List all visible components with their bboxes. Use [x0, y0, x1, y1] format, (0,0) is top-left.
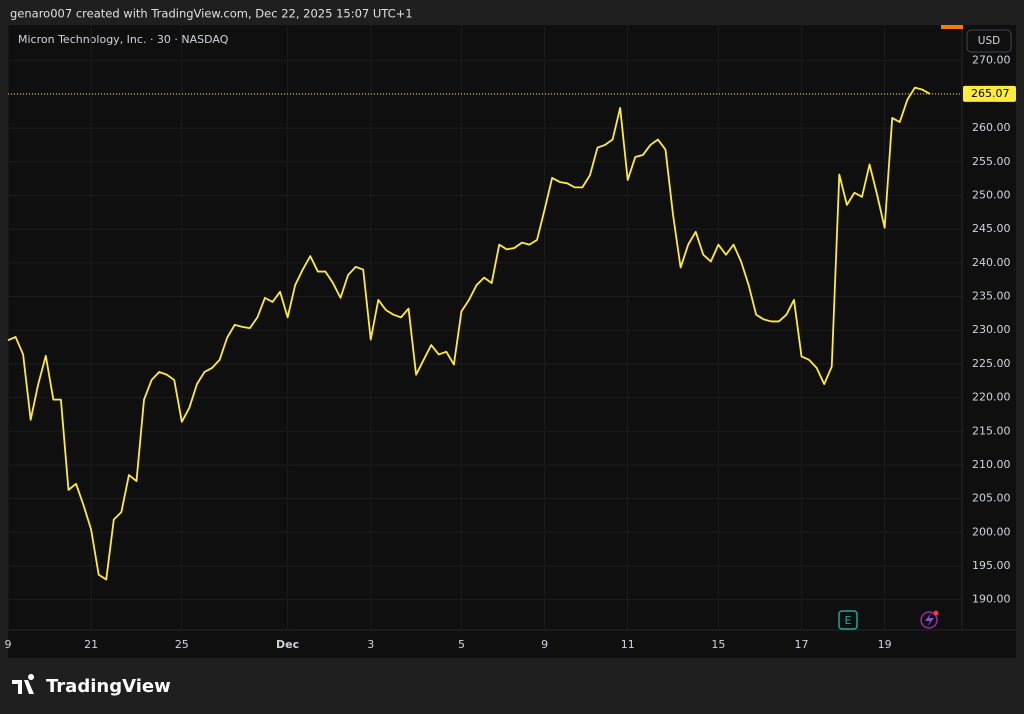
- last-price-label: 265.07: [971, 87, 1010, 100]
- y-tick-label: 205.00: [972, 492, 1011, 505]
- x-tick-label: Dec: [276, 638, 299, 651]
- x-tick-label: 25: [175, 638, 189, 651]
- y-tick-label: 200.00: [972, 525, 1011, 538]
- logo-mark: [12, 674, 35, 694]
- earnings-icon[interactable]: [838, 610, 858, 630]
- x-tick-label: 9: [541, 638, 548, 651]
- y-tick-label: 255.00: [972, 155, 1011, 168]
- x-tick-label: 19: [878, 638, 892, 651]
- x-tick-label: 5: [458, 638, 465, 651]
- y-tick-label: 220.00: [972, 391, 1011, 404]
- currency-label: USD: [978, 35, 1000, 47]
- x-tick-label: 17: [795, 638, 809, 651]
- y-tick-label: 260.00: [972, 121, 1011, 134]
- x-tick-label: 9: [5, 638, 12, 651]
- y-tick-label: 250.00: [972, 188, 1011, 201]
- logo-text: TradingView: [46, 676, 171, 697]
- y-tick-label: 270.00: [972, 54, 1011, 67]
- y-tick-label: 225.00: [972, 357, 1011, 370]
- y-tick-label: 235.00: [972, 290, 1011, 303]
- event-icon[interactable]: [920, 611, 938, 629]
- last-price-tag: [963, 85, 1016, 102]
- price-line: [7, 86, 931, 581]
- x-tick-label: 11: [621, 638, 635, 651]
- x-tick-label: 15: [711, 638, 725, 651]
- chart-panel: [8, 25, 1016, 658]
- grid: [7, 25, 962, 630]
- plot: [7, 86, 962, 581]
- earnings-label: E: [845, 614, 852, 627]
- y-tick-label: 230.00: [972, 323, 1011, 336]
- x-tick-label: 3: [367, 638, 374, 651]
- y-tick-label: 210.00: [972, 458, 1011, 471]
- symbol-title: Micron Technology, Inc. · 30 · NASDAQ: [18, 33, 229, 46]
- status-indicator: [941, 25, 963, 29]
- currency-button[interactable]: [966, 29, 1012, 53]
- y-tick-label: 195.00: [972, 559, 1011, 572]
- x-tick-label: 21: [84, 638, 98, 651]
- y-tick-label: 240.00: [972, 256, 1011, 269]
- y-tick-label: 190.00: [972, 593, 1011, 606]
- header-text: genaro007 created with TradingView.com, …: [10, 7, 413, 21]
- event-bolt: [925, 613, 934, 627]
- y-tick-label: 215.00: [972, 424, 1011, 437]
- event-dot: [933, 610, 939, 616]
- y-tick-label: 245.00: [972, 222, 1011, 235]
